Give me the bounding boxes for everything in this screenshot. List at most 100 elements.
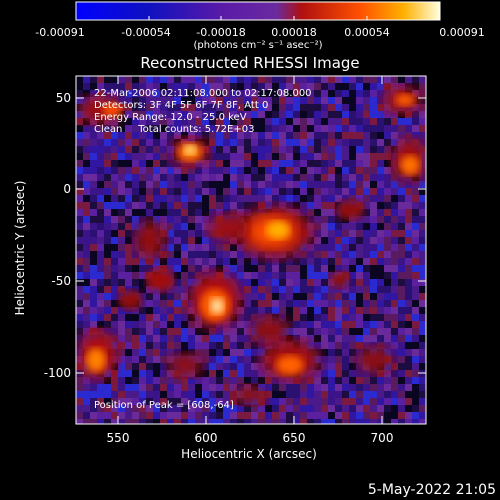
image-pixel [300, 118, 307, 125]
image-pixel [202, 90, 209, 97]
image-pixel [405, 307, 412, 314]
image-pixel [244, 258, 251, 265]
image-pixel [132, 188, 139, 195]
image-pixel [251, 132, 258, 139]
image-pixel [132, 111, 139, 118]
image-pixel [111, 307, 118, 314]
image-pixel [104, 391, 111, 398]
image-pixel [384, 377, 391, 384]
image-pixel [209, 328, 216, 335]
image-pixel [83, 188, 90, 195]
image-pixel [111, 132, 118, 139]
image-pixel [377, 230, 384, 237]
image-pixel [314, 83, 321, 90]
image-pixel [321, 223, 328, 230]
image-pixel [251, 83, 258, 90]
image-pixel [258, 139, 265, 146]
image-pixel [279, 286, 286, 293]
image-pixel [391, 335, 398, 342]
image-pixel [125, 321, 132, 328]
image-pixel [209, 391, 216, 398]
image-pixel [412, 391, 419, 398]
image-pixel [160, 412, 167, 419]
image-pixel [321, 384, 328, 391]
image-pixel [370, 335, 377, 342]
image-pixel [209, 349, 216, 356]
image-pixel [328, 363, 335, 370]
image-pixel [419, 174, 426, 181]
image-pixel [181, 265, 188, 272]
image-pixel [258, 195, 265, 202]
image-pixel [349, 223, 356, 230]
image-pixel [377, 90, 384, 97]
image-pixel [251, 265, 258, 272]
image-pixel [391, 391, 398, 398]
image-pixel [258, 167, 265, 174]
image-pixel [139, 181, 146, 188]
image-pixel [321, 195, 328, 202]
image-pixel [412, 209, 419, 216]
image-pixel [335, 293, 342, 300]
image-pixel [104, 286, 111, 293]
image-pixel [377, 167, 384, 174]
image-pixel [405, 356, 412, 363]
image-pixel [286, 398, 293, 405]
image-pixel [328, 132, 335, 139]
plot-frame [75, 75, 427, 425]
image-pixel [216, 377, 223, 384]
image-pixel [167, 258, 174, 265]
image-pixel [202, 188, 209, 195]
image-pixel [412, 244, 419, 251]
image-pixel [307, 398, 314, 405]
image-pixel [139, 90, 146, 97]
image-pixel [286, 167, 293, 174]
image-pixel [272, 419, 279, 424]
image-pixel [146, 174, 153, 181]
image-pixel [146, 419, 153, 424]
image-pixel [314, 244, 321, 251]
image-pixel [300, 174, 307, 181]
image-pixel [384, 244, 391, 251]
image-pixel [405, 195, 412, 202]
image-pixel [335, 265, 342, 272]
image-pixel [377, 279, 384, 286]
image-pixel [286, 139, 293, 146]
image-pixel [153, 384, 160, 391]
image-pixel [230, 146, 237, 153]
image-pixel [181, 342, 188, 349]
image-pixel [384, 398, 391, 405]
image-pixel [321, 293, 328, 300]
image-pixel [139, 258, 146, 265]
image-pixel [153, 258, 160, 265]
image-pixel [272, 265, 279, 272]
image-pixel [223, 335, 230, 342]
image-pixel [237, 272, 244, 279]
image-pixel [391, 377, 398, 384]
image-pixel [286, 104, 293, 111]
image-pixel [398, 125, 405, 132]
image-pixel [328, 188, 335, 195]
image-pixel [279, 90, 286, 97]
image-pixel [356, 349, 363, 356]
image-pixel [363, 258, 370, 265]
image-pixel [139, 76, 146, 83]
image-pixel [391, 202, 398, 209]
image-pixel [111, 244, 118, 251]
image-pixel [230, 265, 237, 272]
image-pixel [342, 216, 349, 223]
image-pixel [125, 314, 132, 321]
image-pixel [153, 356, 160, 363]
image-pixel [195, 370, 202, 377]
image-pixel [97, 132, 104, 139]
image-pixel [195, 384, 202, 391]
image-pixel [391, 132, 398, 139]
image-pixel [258, 97, 265, 104]
image-pixel [307, 160, 314, 167]
image-pixel [328, 139, 335, 146]
image-pixel [104, 328, 111, 335]
image-pixel [286, 146, 293, 153]
image-pixel [335, 377, 342, 384]
image-pixel [363, 160, 370, 167]
image-pixel [286, 97, 293, 104]
image-pixel [216, 335, 223, 342]
